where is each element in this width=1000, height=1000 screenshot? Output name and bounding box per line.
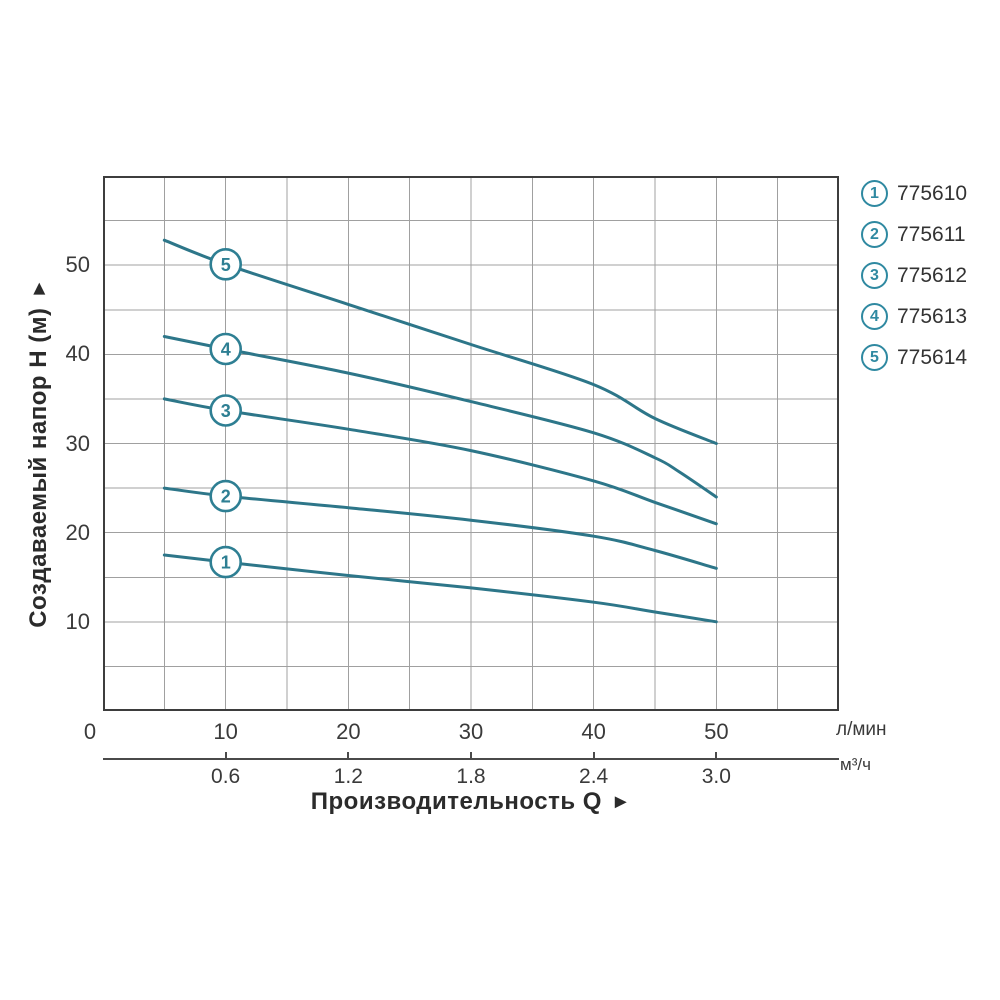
legend-item-775614: 5 775614: [861, 344, 967, 371]
pump-curve-4: [162, 335, 718, 499]
secondary-x-tick-label-1.8: 1.8: [456, 765, 486, 788]
pump-curve-2: [162, 486, 718, 570]
legend-marker-circle-3: 3: [861, 262, 888, 289]
legend: 1 775610 2 775611 3 775612 4 775613 5 775614: [861, 180, 967, 371]
x-tick-label-10: 10: [213, 719, 238, 744]
curve-marker-label-2: 2: [221, 487, 231, 507]
secondary-x-tick: [470, 752, 472, 759]
x-tick-label-30: 30: [458, 719, 484, 744]
y-tick-label-20: 20: [65, 519, 90, 545]
secondary-x-tick-label-3.0: 3.0: [701, 765, 731, 788]
y-axis-title-text: Создаваемый напор H (м): [25, 307, 52, 628]
secondary-x-tick-label-1.2: 1.2: [333, 765, 363, 788]
y-tick-label-10: 10: [65, 608, 90, 634]
pump-curve-3: [162, 397, 718, 526]
curve-marker-2: [209, 479, 242, 513]
secondary-x-axis-line: [103, 758, 839, 760]
secondary-x-tick: [347, 752, 350, 759]
pump-curve-1: [162, 553, 718, 624]
right-arrow-icon: ►: [610, 791, 632, 813]
legend-item-code: 775614: [897, 345, 968, 369]
curve-marker-3: [209, 394, 242, 427]
secondary-x-tick: [592, 752, 595, 759]
x-axis-title-text: Производительность Q: [310, 788, 602, 815]
secondary-x-tick-label-0.6: 0.6: [211, 765, 241, 788]
legend-marker-circle-1: 1: [861, 180, 888, 207]
legend-marker-circle-4: 4: [861, 303, 888, 330]
x-tick-label-50: 50: [704, 719, 729, 744]
curve-marker-1: [209, 545, 242, 579]
y-tick-label-30: 30: [65, 430, 90, 456]
x-unit-lmin: л/мин: [836, 719, 887, 740]
y-axis-title: Создаваемый напор H (м) ►: [25, 278, 53, 628]
x-tick-label-40: 40: [581, 719, 606, 744]
plot-area: 1 2 3 4 5: [103, 176, 839, 711]
legend-item-code: 775611: [897, 222, 966, 246]
x-unit-m3h: м³/ч: [840, 755, 871, 774]
x-tick-label-0: 0: [83, 719, 97, 744]
legend-marker-circle-2: 2: [861, 221, 888, 248]
legend-item-code: 775612: [897, 263, 968, 287]
legend-item-code: 775613: [897, 304, 968, 328]
secondary-x-tick-label-2.4: 2.4: [579, 765, 609, 788]
curve-marker-label-3: 3: [221, 401, 231, 421]
y-tick-label-40: 40: [65, 341, 90, 367]
secondary-x-tick: [715, 752, 718, 759]
legend-item-775613: 4 775613: [861, 303, 967, 330]
plot-border: [103, 176, 839, 711]
x-tick-label-20: 20: [336, 719, 361, 744]
x-axis-title: Производительность Q ►: [103, 788, 839, 816]
legend-item-775612: 3 775612: [861, 262, 967, 289]
up-arrow-icon: ►: [28, 278, 50, 299]
legend-item-775611: 2 775611: [861, 221, 967, 248]
legend-marker-circle-5: 5: [861, 344, 888, 371]
curve-marker-label-1: 1: [221, 553, 231, 573]
legend-item-775610: 1 775610: [861, 180, 967, 207]
legend-item-code: 775610: [897, 181, 968, 205]
y-tick-label-50: 50: [65, 252, 90, 278]
curve-marker-5: [209, 248, 242, 281]
curve-marker-4: [209, 332, 242, 366]
curve-marker-label-5: 5: [221, 255, 231, 275]
curve-marker-label-4: 4: [221, 340, 231, 360]
secondary-x-tick: [224, 752, 227, 759]
